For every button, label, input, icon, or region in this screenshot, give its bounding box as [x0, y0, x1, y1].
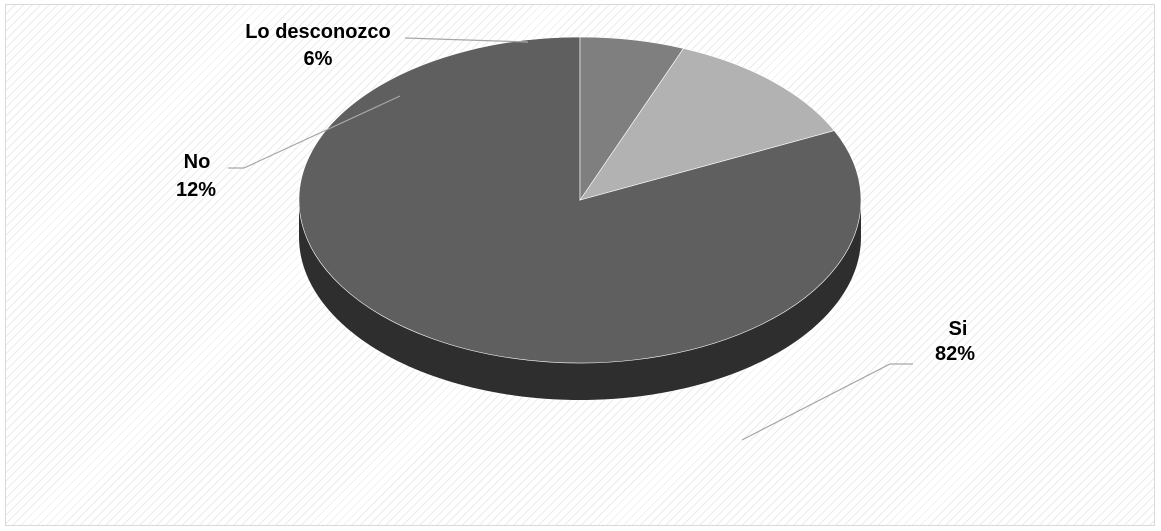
leader-line-si [741, 363, 913, 441]
slice-label-no-category: No [184, 151, 211, 173]
pie-depth-side [299, 200, 861, 400]
slice-label-lo-desconozco-category: Lo desconozco [245, 21, 391, 43]
pie-slice-lo-desconozco [579, 36, 684, 201]
slice-label-si-value: 82% [935, 343, 975, 365]
slice-label-lo-desconozco-value: 6% [304, 48, 333, 70]
leader-line-no [228, 95, 401, 169]
pie-slice-no [579, 48, 835, 201]
slice-label-no-value: 12% [176, 179, 216, 201]
leader-lines [228, 37, 913, 441]
pie-side-band [299, 200, 861, 400]
slice-label-si-category: Si [949, 318, 968, 340]
pie-slices [298, 36, 862, 364]
leader-line-lo-desconozco [404, 37, 529, 43]
data-labels: Si 82% No 12% Lo desconozco 6% [176, 21, 975, 365]
pie-slice-si [298, 36, 862, 364]
